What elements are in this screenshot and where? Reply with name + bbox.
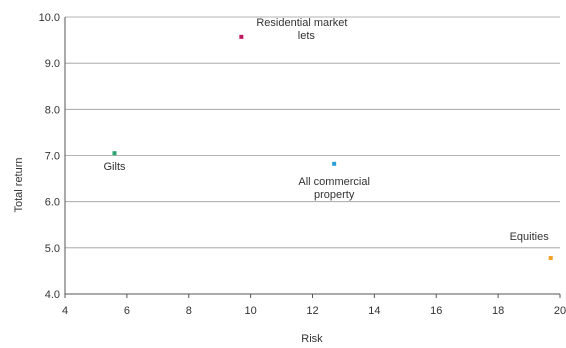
y-tick-label: 5.0 <box>45 243 60 255</box>
x-tick-label: 10 <box>245 305 257 317</box>
x-tick-label: 6 <box>124 305 130 317</box>
x-tick-label: 8 <box>186 305 192 317</box>
y-tick-label: 9.0 <box>45 58 60 70</box>
data-points: Residential market lets Gilts All commercia… <box>104 17 553 260</box>
data-label: Equities <box>510 231 550 243</box>
y-tick-label: 4.0 <box>45 289 60 301</box>
axes <box>64 17 561 298</box>
x-tick-label: 20 <box>554 305 566 317</box>
x-tick-label: 18 <box>492 305 504 317</box>
data-label: All commercial property <box>298 176 370 201</box>
y-tick-label: 7.0 <box>45 151 60 163</box>
y-tick-label: 8.0 <box>45 104 60 116</box>
data-point <box>112 151 117 156</box>
x-tick-label: 12 <box>306 305 318 317</box>
x-tick-label: 14 <box>368 305 380 317</box>
x-tick-label: 16 <box>430 305 442 317</box>
data-point <box>548 255 553 260</box>
data-label: Residential market lets <box>256 17 347 42</box>
data-point <box>332 161 337 166</box>
x-tick-label: 4 <box>62 305 68 317</box>
data-label: Gilts <box>104 161 127 173</box>
y-tick-label: 6.0 <box>45 197 60 209</box>
x-axis-title: Risk <box>301 333 323 345</box>
x-tick-labels: 4 6 8 10 12 14 16 18 20 <box>62 305 566 317</box>
data-point <box>239 34 244 39</box>
y-tick-label: 10.0 <box>39 12 60 24</box>
y-axis-title: Total return <box>13 157 25 212</box>
grid-lines <box>65 16 560 249</box>
y-tick-labels: 4.0 5.0 6.0 7.0 8.0 9.0 10.0 <box>39 12 60 301</box>
